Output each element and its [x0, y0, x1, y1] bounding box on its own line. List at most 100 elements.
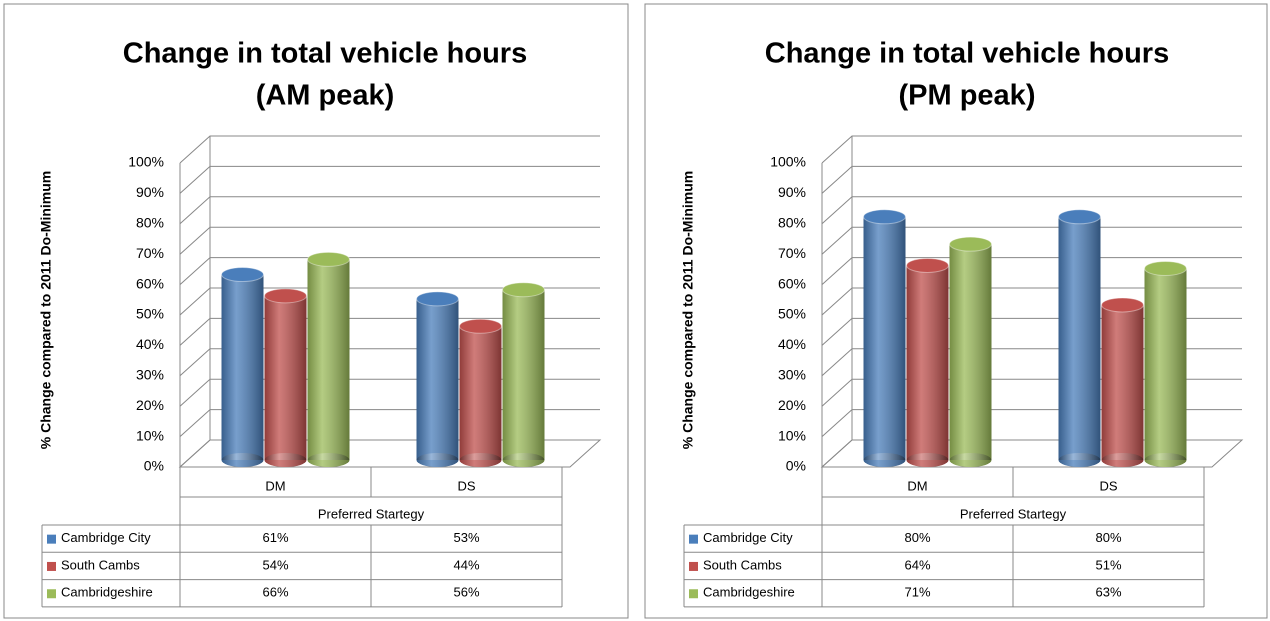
y-axis-label: % Change compared to 2011 Do-Minimum — [680, 171, 696, 450]
bar-shade — [416, 298, 459, 460]
y-tick-label: 10% — [136, 427, 164, 443]
bar-base-shade — [221, 453, 264, 467]
bar-base-shade — [863, 453, 906, 467]
bar-base-shade — [1058, 453, 1101, 467]
bar-shade — [221, 274, 264, 460]
legend-swatch — [689, 589, 698, 599]
bar-shade — [863, 216, 906, 460]
bar-top — [1144, 260, 1187, 276]
table-value: 63% — [1095, 585, 1121, 600]
bar-shade — [1058, 216, 1101, 460]
bar-base-shade — [1101, 453, 1144, 467]
legend-label: Cambridgeshire — [703, 585, 795, 600]
bar-base-shade — [307, 453, 350, 467]
bar-base-shade — [416, 453, 459, 467]
table-value: 71% — [904, 585, 930, 600]
bar-shade — [1144, 268, 1187, 460]
bar-top — [863, 209, 906, 225]
y-tick-label: 90% — [136, 184, 164, 200]
legend-label: South Cambs — [703, 557, 782, 572]
y-tick-label: 40% — [136, 336, 164, 352]
table-value: 80% — [904, 530, 930, 545]
grid-line — [821, 287, 1242, 316]
legend-label: Cambridgeshire — [61, 585, 153, 600]
legend-label: Cambridge City — [61, 530, 151, 545]
bar — [1144, 260, 1187, 467]
table-value: 56% — [453, 585, 479, 600]
y-tick-label: 70% — [778, 245, 806, 261]
bar-shade — [264, 295, 307, 460]
bar-base-shade — [459, 453, 502, 467]
bar-base-shade — [264, 453, 307, 467]
bar — [307, 251, 350, 467]
grid-line — [179, 196, 600, 225]
bar — [416, 291, 459, 467]
x-tick-label: DM — [907, 478, 927, 493]
bar-shade — [307, 259, 350, 460]
bar-top — [264, 288, 307, 304]
grid-line — [179, 135, 600, 164]
bar-base-shade — [906, 453, 949, 467]
y-tick-label: 80% — [778, 215, 806, 231]
y-tick-label: 40% — [778, 336, 806, 352]
table-value: 51% — [1095, 557, 1121, 572]
legend-swatch — [47, 534, 56, 544]
y-tick-label: 90% — [778, 184, 806, 200]
bar — [863, 209, 906, 467]
bar — [906, 257, 949, 467]
grid-line — [179, 287, 600, 316]
table-value: 61% — [262, 530, 288, 545]
bar — [1058, 209, 1101, 467]
y-tick-label: 20% — [778, 397, 806, 413]
bar — [459, 318, 502, 467]
grid-line — [179, 257, 600, 285]
chart-title: Change in total vehicle hours — [765, 38, 1169, 70]
panel-border — [644, 3, 1268, 619]
bar-top — [949, 236, 992, 252]
y-tick-label: 30% — [778, 367, 806, 383]
legend-label: Cambridge City — [703, 530, 793, 545]
y-tick-label: 100% — [128, 154, 164, 170]
y-tick-label: 0% — [144, 458, 164, 474]
y-tick-label: 10% — [778, 427, 806, 443]
grid-line — [821, 165, 1242, 194]
grid-line — [821, 135, 1242, 164]
y-tick-label: 50% — [778, 306, 806, 322]
x-axis-label: Preferred Startegy — [318, 506, 425, 521]
bar — [221, 267, 264, 467]
bar-base-shade — [502, 453, 545, 467]
bar-shade — [459, 326, 502, 460]
bar-shade — [949, 244, 992, 460]
panel-border — [3, 3, 629, 619]
y-tick-label: 60% — [778, 275, 806, 291]
bar-top — [906, 257, 949, 273]
y-tick-label: 20% — [136, 397, 164, 413]
bar-shade — [502, 289, 545, 460]
y-tick-label: 70% — [136, 245, 164, 261]
x-tick-label: DM — [265, 478, 285, 493]
y-tick-label: 0% — [786, 458, 806, 474]
bar-shade — [1101, 304, 1144, 460]
chart-title: Change in total vehicle hours — [123, 38, 527, 70]
y-tick-label: 80% — [136, 215, 164, 231]
bar-top — [307, 251, 350, 267]
bar-top — [459, 318, 502, 334]
grid-line — [821, 257, 1242, 285]
table-value: 66% — [262, 585, 288, 600]
bar-top — [221, 267, 264, 283]
bar-top — [1058, 209, 1101, 225]
bar-top — [502, 282, 545, 298]
grid-line — [821, 196, 1242, 225]
chart-title: (PM peak) — [899, 80, 1036, 112]
y-axis-label: % Change compared to 2011 Do-Minimum — [38, 171, 54, 450]
legend-swatch — [47, 561, 56, 571]
y-tick-label: 50% — [136, 306, 164, 322]
table-value: 64% — [904, 557, 930, 572]
legend-swatch — [689, 534, 698, 544]
bar — [1101, 297, 1144, 467]
bar-top — [416, 291, 459, 307]
legend-swatch — [689, 561, 698, 571]
bar-base-shade — [949, 453, 992, 467]
